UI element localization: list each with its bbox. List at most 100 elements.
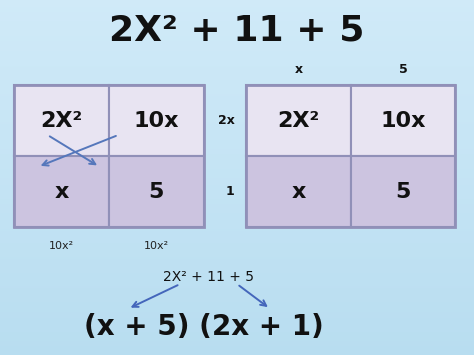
- Bar: [0, 25, 474, 27]
- Bar: [0, 316, 474, 318]
- Bar: [0, 227, 474, 229]
- Bar: [0, 98, 474, 99]
- Bar: [0, 344, 474, 346]
- Bar: [0, 28, 474, 30]
- Bar: [0, 277, 474, 279]
- Text: 10x²: 10x²: [49, 241, 74, 251]
- Bar: [0, 75, 474, 76]
- Bar: [0, 240, 474, 241]
- Bar: [0, 241, 474, 243]
- Bar: [0, 176, 474, 178]
- Bar: [0, 21, 474, 23]
- Text: 2x: 2x: [218, 114, 235, 127]
- Bar: [0, 103, 474, 105]
- Bar: [0, 12, 474, 14]
- Bar: [0, 328, 474, 330]
- Text: 2X² + 11 + 5: 2X² + 11 + 5: [163, 270, 254, 284]
- Bar: [0, 224, 474, 225]
- Bar: [246, 156, 351, 227]
- Bar: [0, 71, 474, 73]
- Bar: [0, 321, 474, 323]
- Bar: [0, 172, 474, 174]
- Bar: [0, 264, 474, 266]
- Bar: [0, 353, 474, 355]
- Bar: [0, 318, 474, 320]
- Bar: [0, 186, 474, 188]
- Bar: [0, 30, 474, 32]
- Bar: [0, 181, 474, 183]
- Bar: [0, 314, 474, 316]
- Bar: [0, 140, 474, 142]
- Bar: [0, 5, 474, 7]
- Bar: [0, 208, 474, 209]
- Bar: [109, 85, 204, 156]
- Bar: [0, 334, 474, 335]
- Bar: [0, 325, 474, 327]
- Bar: [0, 288, 474, 289]
- Bar: [0, 59, 474, 60]
- Bar: [0, 124, 474, 126]
- Bar: [0, 135, 474, 137]
- Bar: [0, 307, 474, 309]
- Bar: [0, 311, 474, 312]
- Bar: [0, 190, 474, 192]
- Bar: [0, 231, 474, 233]
- Bar: [0, 94, 474, 96]
- Bar: [0, 220, 474, 222]
- Bar: [0, 254, 474, 256]
- Bar: [0, 312, 474, 314]
- Bar: [14, 85, 109, 156]
- Bar: [0, 238, 474, 240]
- Text: 1: 1: [226, 185, 235, 198]
- Bar: [0, 126, 474, 128]
- Bar: [0, 163, 474, 165]
- Bar: [0, 215, 474, 217]
- Bar: [351, 85, 455, 156]
- Bar: [0, 149, 474, 151]
- Bar: [0, 243, 474, 245]
- Bar: [0, 50, 474, 51]
- Bar: [0, 101, 474, 103]
- Bar: [0, 131, 474, 133]
- Bar: [0, 23, 474, 25]
- Bar: [0, 188, 474, 190]
- Bar: [0, 330, 474, 332]
- Bar: [0, 279, 474, 280]
- Text: 2X²: 2X²: [40, 111, 83, 131]
- Bar: [0, 293, 474, 295]
- Bar: [0, 204, 474, 206]
- Bar: [0, 346, 474, 348]
- Bar: [0, 339, 474, 341]
- Bar: [0, 160, 474, 162]
- Bar: [0, 7, 474, 9]
- Bar: [14, 156, 109, 227]
- Text: 5: 5: [399, 63, 407, 76]
- Bar: [0, 298, 474, 300]
- Text: (x + 5) (2x + 1): (x + 5) (2x + 1): [84, 313, 324, 340]
- Bar: [0, 209, 474, 211]
- Bar: [109, 156, 204, 227]
- Bar: [0, 282, 474, 284]
- Bar: [246, 85, 351, 156]
- Bar: [0, 27, 474, 28]
- Bar: [0, 257, 474, 259]
- Bar: [0, 105, 474, 106]
- Bar: [0, 34, 474, 36]
- Bar: [0, 229, 474, 231]
- Bar: [0, 222, 474, 224]
- Bar: [0, 332, 474, 334]
- Bar: [351, 156, 455, 227]
- Bar: [0, 213, 474, 215]
- Bar: [0, 178, 474, 179]
- Bar: [0, 323, 474, 325]
- Bar: [0, 296, 474, 298]
- Bar: [0, 252, 474, 254]
- Bar: [0, 162, 474, 163]
- Bar: [0, 108, 474, 110]
- Bar: [0, 66, 474, 67]
- Bar: [0, 96, 474, 98]
- Bar: [0, 270, 474, 272]
- Bar: [0, 133, 474, 135]
- Bar: [0, 167, 474, 169]
- Bar: [0, 2, 474, 4]
